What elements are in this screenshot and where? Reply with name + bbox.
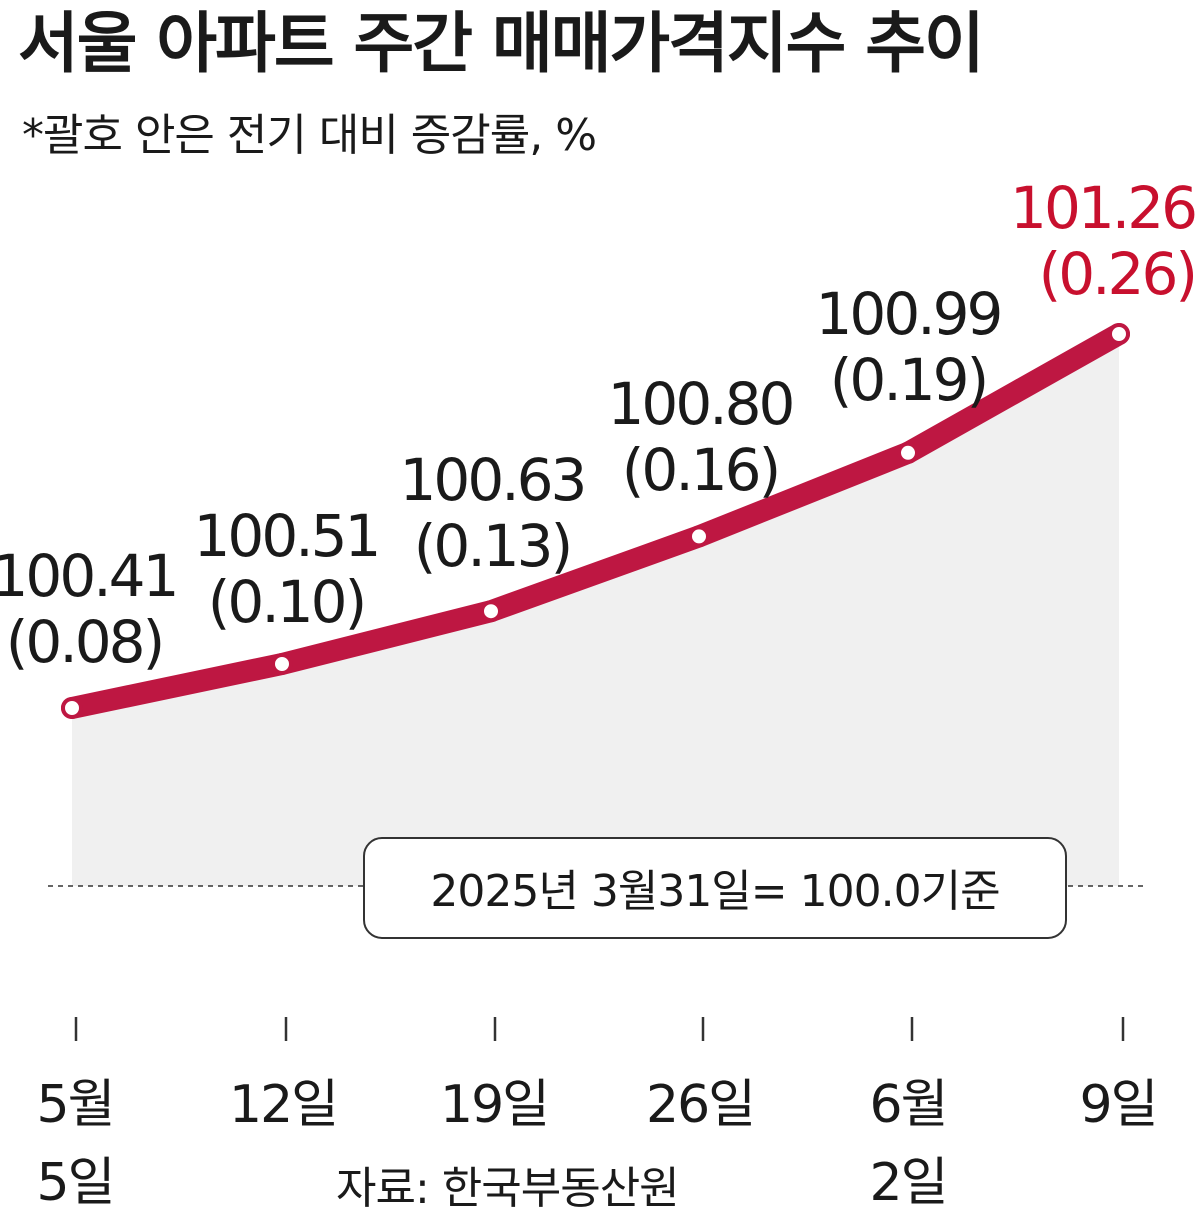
data-point-marker (61, 697, 83, 719)
value-label: 100.51 (194, 502, 379, 570)
value-label: 100.63 (400, 446, 585, 514)
value-label: 100.99 (816, 280, 1001, 348)
data-point-marker (480, 600, 502, 623)
baseline-note-box (363, 837, 1067, 939)
baseline-note-text: 2025년 3월31일= 100.0기준 (430, 866, 999, 917)
x-tick-label: 19일 (440, 1075, 548, 1135)
change-label: (0.10) (208, 568, 364, 636)
value-label: 101.26 (1010, 174, 1195, 242)
data-point-marker (1108, 323, 1130, 345)
data-point-marker (688, 525, 710, 548)
change-label: (0.19) (830, 346, 986, 414)
area-fill (72, 334, 1119, 886)
line-layer (61, 323, 1130, 719)
x-axis-layer: 5월 5일 12일 19일 26일 6월 2일 9일 (37, 1017, 1158, 1213)
value-label-layer: 100.41(0.08) 100.51(0.10) 100.63(0.13) 100.… (0, 174, 1198, 676)
change-label: (0.26) (1039, 240, 1195, 308)
change-label: (0.13) (414, 512, 570, 580)
area-fill-layer (72, 334, 1119, 886)
x-tick-label: 9일 (1080, 1075, 1157, 1135)
change-label: (0.16) (622, 436, 778, 504)
x-tick-label: 12일 (229, 1075, 337, 1135)
data-point-marker (271, 653, 293, 675)
chart-subtitle: *괄호 안은 전기 대비 증감률, % (22, 110, 597, 161)
change-label: (0.08) (6, 608, 162, 676)
value-label: 100.80 (608, 370, 793, 438)
data-point-marker (897, 441, 919, 464)
series-line (61, 323, 1130, 719)
chart-title: 서울 아파트 주간 매매가격지수 추이 (18, 5, 985, 82)
x-tick-label: 6월 (870, 1075, 947, 1135)
baseline-layer: 2025년 3월31일= 100.0기준 (48, 837, 1148, 939)
x-tick-label: 26일 (646, 1075, 754, 1135)
x-tick-label: 5일 (37, 1153, 114, 1213)
x-tick-label: 5월 (37, 1075, 114, 1135)
value-label: 100.41 (0, 542, 176, 610)
x-tick-label: 2일 (870, 1153, 947, 1213)
source-note: 자료: 한국부동산원 (336, 1163, 680, 1214)
